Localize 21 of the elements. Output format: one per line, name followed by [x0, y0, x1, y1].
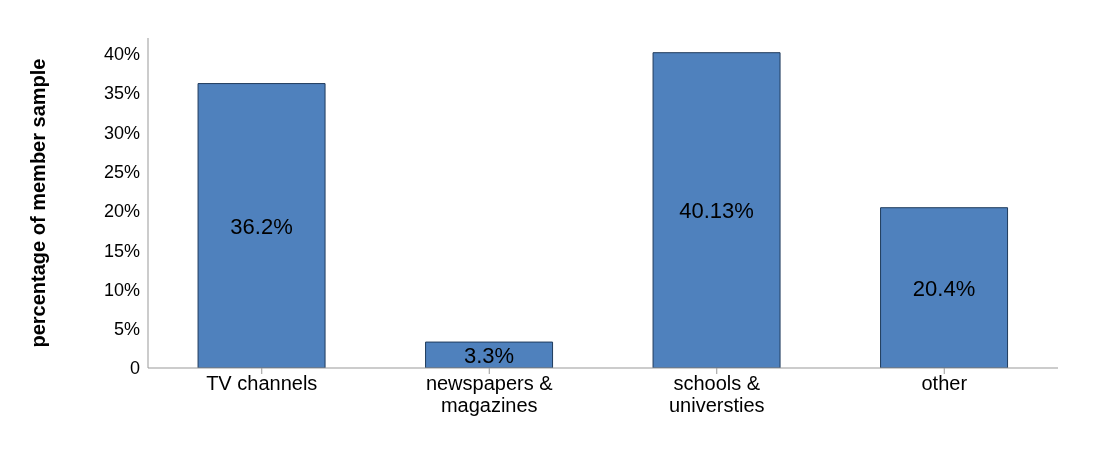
bar [652, 52, 781, 368]
x-tick-label: newspapers & magazines [425, 372, 554, 416]
bar [880, 207, 1009, 368]
x-tick-label: TV channels [206, 372, 318, 394]
x-tick-label: schools & universties [668, 372, 765, 416]
y-tick-label: 10% [103, 279, 140, 300]
y-tick-label: 30% [103, 122, 140, 143]
bar [197, 83, 326, 368]
data-label: 3.3% [463, 342, 515, 368]
y-tick-label: 25% [103, 161, 140, 182]
y-tick-label: 15% [103, 240, 140, 261]
y-tick-label: 20% [103, 201, 140, 222]
y-axis-title: percentage of member sample [27, 58, 50, 348]
data-label: 20.4% [912, 275, 976, 301]
y-tick-label: 5% [113, 319, 140, 340]
y-tick-label: 0 [129, 358, 140, 379]
data-label: 36.2% [230, 213, 293, 239]
data-label: 40.13% [679, 198, 754, 224]
x-tick-label: other [921, 372, 968, 394]
y-tick-label: 35% [103, 83, 140, 104]
y-tick-label: 40% [103, 44, 140, 65]
